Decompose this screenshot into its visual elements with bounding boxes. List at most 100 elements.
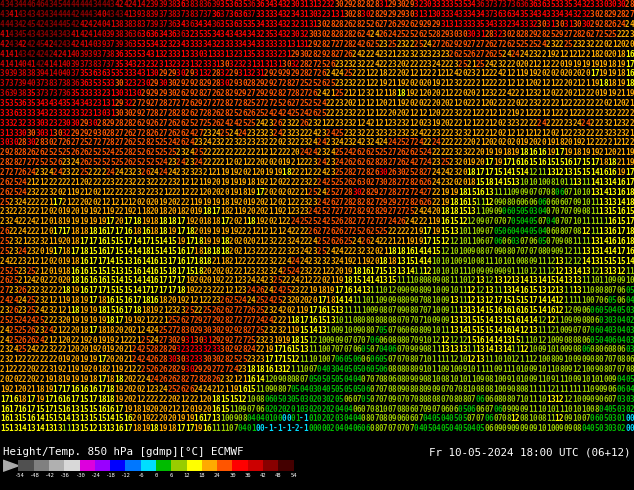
Text: 9: 9 bbox=[568, 424, 573, 433]
Text: 9: 9 bbox=[198, 424, 203, 433]
Text: 8: 8 bbox=[127, 148, 133, 157]
Text: 8: 8 bbox=[75, 306, 79, 315]
Text: 1: 1 bbox=[132, 286, 136, 295]
Text: 7: 7 bbox=[321, 227, 326, 236]
Text: 9: 9 bbox=[75, 217, 79, 226]
Text: 4: 4 bbox=[321, 188, 326, 196]
Text: 6: 6 bbox=[93, 276, 97, 285]
Text: 1: 1 bbox=[53, 385, 57, 394]
Text: 7: 7 bbox=[268, 99, 273, 108]
Text: 2: 2 bbox=[281, 267, 287, 275]
Text: 8: 8 bbox=[603, 10, 608, 19]
Text: 2: 2 bbox=[119, 207, 124, 217]
Text: 3: 3 bbox=[594, 0, 599, 9]
Text: 2: 2 bbox=[158, 99, 163, 108]
Text: 2: 2 bbox=[405, 217, 410, 226]
Text: 2: 2 bbox=[308, 227, 313, 236]
Text: 4: 4 bbox=[418, 424, 423, 433]
Text: 6: 6 bbox=[154, 365, 158, 374]
Text: 0: 0 bbox=[462, 247, 467, 256]
Text: 9: 9 bbox=[594, 79, 599, 88]
Text: 2: 2 bbox=[352, 60, 357, 69]
Text: 0: 0 bbox=[335, 405, 339, 414]
Text: 1: 1 bbox=[304, 355, 308, 364]
Text: 1: 1 bbox=[184, 424, 190, 433]
Text: 0: 0 bbox=[224, 345, 229, 354]
Text: 2: 2 bbox=[189, 188, 194, 196]
Text: 7: 7 bbox=[127, 424, 133, 433]
Text: 2: 2 bbox=[176, 138, 181, 147]
Text: 1: 1 bbox=[202, 237, 207, 246]
Text: 2: 2 bbox=[75, 336, 79, 344]
Text: 1: 1 bbox=[431, 257, 436, 266]
Text: -6: -6 bbox=[138, 473, 144, 478]
Text: 0: 0 bbox=[154, 197, 158, 207]
Text: 2: 2 bbox=[193, 326, 198, 335]
Text: 1: 1 bbox=[422, 247, 427, 256]
Text: 1: 1 bbox=[498, 188, 502, 196]
Text: 3: 3 bbox=[88, 79, 93, 88]
Text: 1: 1 bbox=[573, 60, 577, 69]
Text: 7: 7 bbox=[216, 365, 220, 374]
Text: 7: 7 bbox=[181, 424, 185, 433]
Text: 0: 0 bbox=[414, 424, 418, 433]
Text: 2: 2 bbox=[528, 109, 533, 118]
Text: 1: 1 bbox=[88, 405, 93, 414]
Text: 2: 2 bbox=[158, 188, 163, 196]
Text: 2: 2 bbox=[308, 60, 313, 69]
Text: 2: 2 bbox=[330, 267, 335, 275]
Text: 1: 1 bbox=[444, 355, 450, 364]
Text: 4: 4 bbox=[145, 355, 150, 364]
Text: 1: 1 bbox=[163, 316, 167, 325]
Text: 2: 2 bbox=[598, 99, 604, 108]
Text: 8: 8 bbox=[453, 197, 458, 207]
Text: 7: 7 bbox=[612, 365, 616, 374]
Text: 1: 1 bbox=[581, 148, 586, 157]
Text: 2: 2 bbox=[26, 178, 31, 187]
Text: 0: 0 bbox=[462, 276, 467, 285]
Text: 2: 2 bbox=[335, 70, 339, 78]
Text: 3: 3 bbox=[39, 296, 44, 305]
Text: 2: 2 bbox=[524, 326, 529, 335]
Text: 1: 1 bbox=[53, 424, 57, 433]
Text: 9: 9 bbox=[57, 365, 61, 374]
Text: 0: 0 bbox=[484, 227, 489, 236]
Text: 2: 2 bbox=[35, 375, 40, 384]
Text: 5: 5 bbox=[93, 158, 97, 167]
Text: 9: 9 bbox=[585, 60, 590, 69]
Text: 2: 2 bbox=[132, 148, 136, 157]
Text: 2: 2 bbox=[35, 326, 40, 335]
Text: 1: 1 bbox=[105, 237, 110, 246]
Text: 2: 2 bbox=[286, 0, 291, 9]
Text: 6: 6 bbox=[533, 197, 537, 207]
Text: 0: 0 bbox=[453, 30, 458, 39]
Text: 2: 2 bbox=[370, 128, 374, 138]
Text: 1: 1 bbox=[564, 375, 568, 384]
Text: 5: 5 bbox=[621, 306, 625, 315]
Text: 4: 4 bbox=[260, 316, 264, 325]
Text: 0: 0 bbox=[519, 207, 524, 217]
Text: 3: 3 bbox=[193, 60, 198, 69]
Text: 1: 1 bbox=[471, 119, 476, 128]
Text: 2: 2 bbox=[444, 138, 450, 147]
Text: 2: 2 bbox=[559, 296, 564, 305]
Text: 8: 8 bbox=[392, 385, 396, 394]
Text: 2: 2 bbox=[405, 158, 410, 167]
Text: 2: 2 bbox=[22, 40, 27, 49]
Text: 0: 0 bbox=[427, 79, 432, 88]
Text: 5: 5 bbox=[13, 276, 18, 285]
Text: 2: 2 bbox=[220, 286, 224, 295]
Text: 2: 2 bbox=[141, 138, 145, 147]
Text: 2: 2 bbox=[176, 168, 181, 177]
Text: 7: 7 bbox=[365, 375, 370, 384]
Text: 2: 2 bbox=[335, 267, 339, 275]
Text: 2: 2 bbox=[616, 158, 621, 167]
Text: 2: 2 bbox=[290, 128, 295, 138]
Text: 0: 0 bbox=[347, 99, 353, 108]
Text: 1: 1 bbox=[0, 424, 4, 433]
Text: 2: 2 bbox=[79, 119, 84, 128]
Text: 2: 2 bbox=[286, 10, 291, 19]
Text: 0: 0 bbox=[352, 405, 357, 414]
Text: 0: 0 bbox=[207, 276, 212, 285]
Text: 0: 0 bbox=[537, 188, 541, 196]
